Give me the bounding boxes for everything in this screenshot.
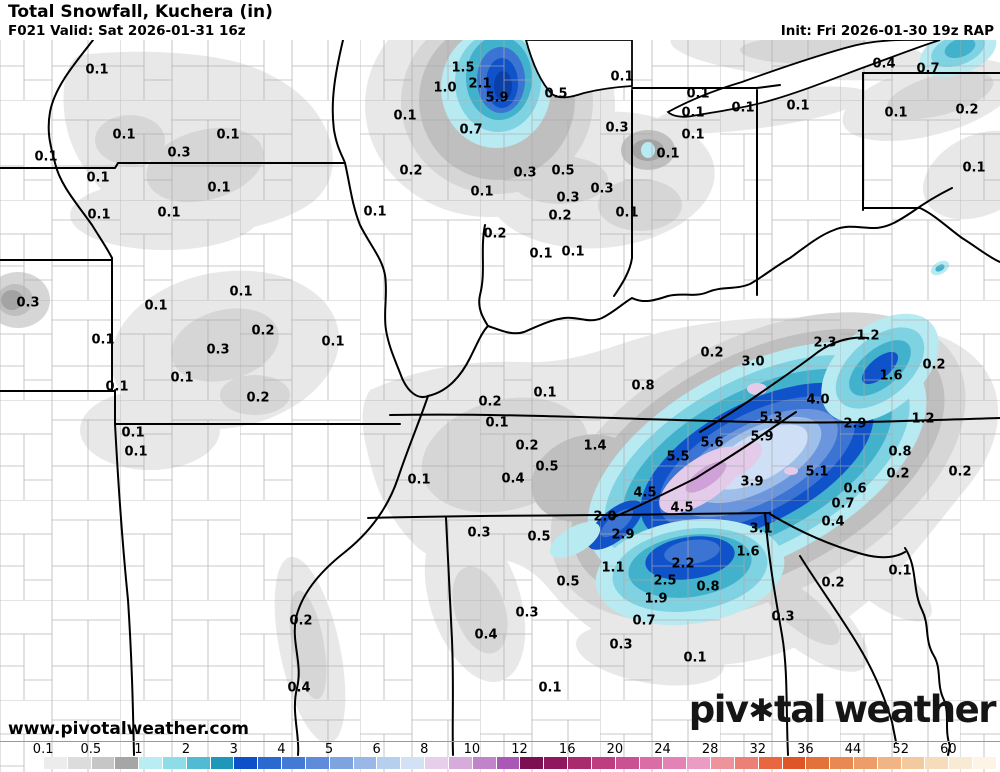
colorbar-tick: 36 [797, 742, 814, 757]
colorbar-segment [854, 757, 878, 769]
colorbar-segment [806, 757, 831, 769]
init-time-label: Init: Fri 2026-01-30 19z RAP [780, 23, 994, 39]
colorbar-tick: 52 [892, 742, 909, 757]
colorbar-segment [115, 757, 140, 769]
colorbar-segment [139, 757, 163, 769]
colorbar-tick: 10 [463, 742, 481, 757]
colorbar-tick: 20 [606, 742, 624, 757]
colorbar-segment [973, 757, 996, 769]
pivotal-weather-logo: piv ✱ tal weather [688, 688, 997, 731]
colorbar-segment [329, 757, 354, 769]
colorbar-segment [544, 757, 569, 769]
colorbar-tick: 12 [511, 742, 528, 757]
colorbar-tick: 0.5 [80, 742, 102, 757]
colorbar-segment [91, 757, 116, 769]
colorbar-tick: 1 [134, 742, 143, 757]
colorbar-segment [234, 757, 259, 769]
colorbar-tick: 24 [654, 742, 671, 757]
lake-michigan [525, 40, 633, 99]
colorbar-segment [186, 757, 211, 769]
colorbar-segment [425, 757, 449, 769]
page-title: Total Snowfall, Kuchera (in) [8, 2, 273, 22]
colorbar-tick: 8 [420, 742, 429, 757]
colorbar-tick: 16 [558, 742, 576, 757]
colorbar-segment [663, 757, 688, 769]
colorbar-tick: 32 [749, 742, 767, 757]
colorbar-segment [401, 757, 426, 769]
colorbar-segment [687, 757, 712, 769]
colorbar-tick: 2 [181, 742, 191, 757]
colorbar-segment [448, 757, 473, 769]
colorbar-tick: 44 [844, 742, 862, 757]
colorbar-segment [758, 757, 783, 769]
state-borders [0, 40, 1000, 756]
colorbar-tick: 4 [277, 742, 286, 757]
colorbar-segment [43, 757, 68, 769]
colorbar-segment [377, 757, 402, 769]
logo-text-weather: weather [833, 688, 997, 731]
logo-text-tal: tal [774, 688, 826, 731]
colorbar-segment [496, 757, 521, 769]
colorbar-tick: 0.1 [32, 742, 54, 757]
colorbar-segment [162, 757, 187, 769]
colorbar-segment [568, 757, 592, 769]
colorbar-segment [949, 757, 974, 769]
colorbar-segment [615, 757, 640, 769]
colorbar-segment [472, 757, 497, 769]
colorbar-segment [925, 757, 950, 769]
snowfall-colorbar [36, 757, 996, 769]
watermark-url: www.pivotalweather.com [8, 719, 250, 739]
colorbar-tick: 3 [229, 742, 238, 757]
colorbar-tick: 6 [372, 742, 381, 757]
logo-text-piv: piv [688, 688, 749, 731]
county-grid [0, 40, 1000, 772]
colorbar-tick: 5 [324, 742, 334, 757]
lakes [525, 40, 941, 118]
colorbar-segment [901, 757, 926, 769]
colorbar-tick: 28 [701, 742, 719, 757]
colorbar-segment [877, 757, 902, 769]
colorbar-segment [591, 757, 616, 769]
colorbar-segment [639, 757, 664, 769]
colorbar-segment [305, 757, 330, 769]
legend-divider [0, 741, 1000, 742]
colorbar-tick-labels: 0.1 0.5 1 2 3 4 5 6 8 10 12 16 20 24 28 32 36 44 52 60 [32, 742, 996, 757]
colorbar-segment [282, 757, 306, 769]
colorbar-segment [210, 757, 235, 769]
colorbar-segment [830, 757, 854, 769]
colorbar-segment [734, 757, 759, 769]
lake-erie [666, 40, 941, 118]
colorbar-segment [520, 757, 545, 769]
colorbar-tick: 60 [940, 742, 957, 757]
colorbar-segment [711, 757, 735, 769]
colorbar-segment [782, 757, 807, 769]
gear-icon: ✱ [748, 692, 775, 729]
valid-time-label: F021 Valid: Sat 2026-01-31 16z [8, 23, 246, 39]
colorbar-segment [67, 757, 92, 769]
colorbar-segment [258, 757, 283, 769]
colorbar-segment [36, 757, 44, 769]
colorbar-segment [353, 757, 378, 769]
